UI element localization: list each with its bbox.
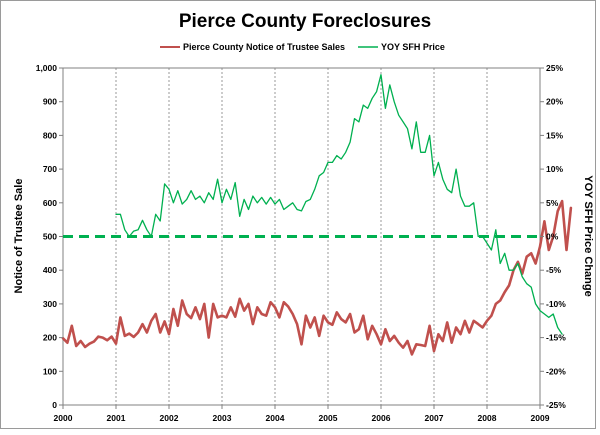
y-tick-label-9: 900 (43, 97, 57, 107)
chart-title: Pierce County Foreclosures (179, 11, 431, 32)
y2-tick-label-10: 25% (546, 63, 563, 73)
y2-tick-label-2: -15% (546, 333, 566, 343)
x-tick-label-2005: 2005 (319, 413, 338, 423)
left-axis-label: Notice of Trustee Sale (13, 179, 25, 294)
legend-label-yoy-price: YOY SFH Price (381, 42, 445, 52)
x-tick-label-2009: 2009 (531, 413, 550, 423)
y2-tick-label-0: -25% (546, 400, 566, 410)
y2-tick-label-8: 15% (546, 130, 563, 140)
y2-tick-label-3: -10% (546, 299, 566, 309)
y2-tick-label-4: -5% (546, 265, 562, 275)
x-tick-label-2003: 2003 (213, 413, 232, 423)
y-tick-label-7: 700 (43, 164, 57, 174)
plot-area (62, 67, 541, 406)
y2-tick-label-1: -20% (546, 366, 566, 376)
x-tick-label-2000: 2000 (54, 413, 73, 423)
x-tick-label-2007: 2007 (425, 413, 444, 423)
x-axis-ticks: 2000 2001 2002 2003 2004 2005 2006 2007 2008 2009 (54, 405, 550, 423)
x-tick-label-2006: 2006 (372, 413, 391, 423)
y2-tick-label-6: 5% (546, 198, 559, 208)
y-tick-label-1: 100 (43, 366, 57, 376)
y-tick-label-5: 500 (43, 232, 57, 242)
legend: Pierce County Notice of Trustee Sales YO… (160, 42, 445, 52)
legend-label-trustee-sales: Pierce County Notice of Trustee Sales (183, 42, 345, 52)
y-tick-label-3: 300 (43, 299, 57, 309)
right-axis-ticks: -25% -20% -15% -10% -5% 0% 5% 10% 15% 20% 25% (540, 63, 566, 410)
x-tick-label-2004: 2004 (266, 413, 285, 423)
y-tick-label-6: 600 (43, 198, 57, 208)
y-tick-label-2: 200 (43, 333, 57, 343)
y-tick-label-0: 0 (52, 400, 57, 410)
y2-tick-label-7: 10% (546, 164, 563, 174)
series-lines (61, 74, 573, 356)
y2-tick-label-9: 20% (546, 97, 563, 107)
series-line-yoy-price (115, 74, 563, 335)
y-tick-label-10: 1,000 (36, 63, 58, 73)
y-tick-label-8: 800 (43, 130, 57, 140)
y2-tick-label-5: 0% (546, 232, 559, 242)
left-axis-ticks: 0 100 200 300 400 500 600 700 800 900 1,000 (36, 63, 63, 410)
series-line-trustee-sales (61, 199, 573, 356)
right-axis-label: YOY SFH Price Change (582, 175, 594, 296)
x-tick-label-2001: 2001 (107, 413, 126, 423)
y-tick-label-4: 400 (43, 265, 57, 275)
x-tick-label-2002: 2002 (160, 413, 179, 423)
x-tick-label-2008: 2008 (478, 413, 497, 423)
